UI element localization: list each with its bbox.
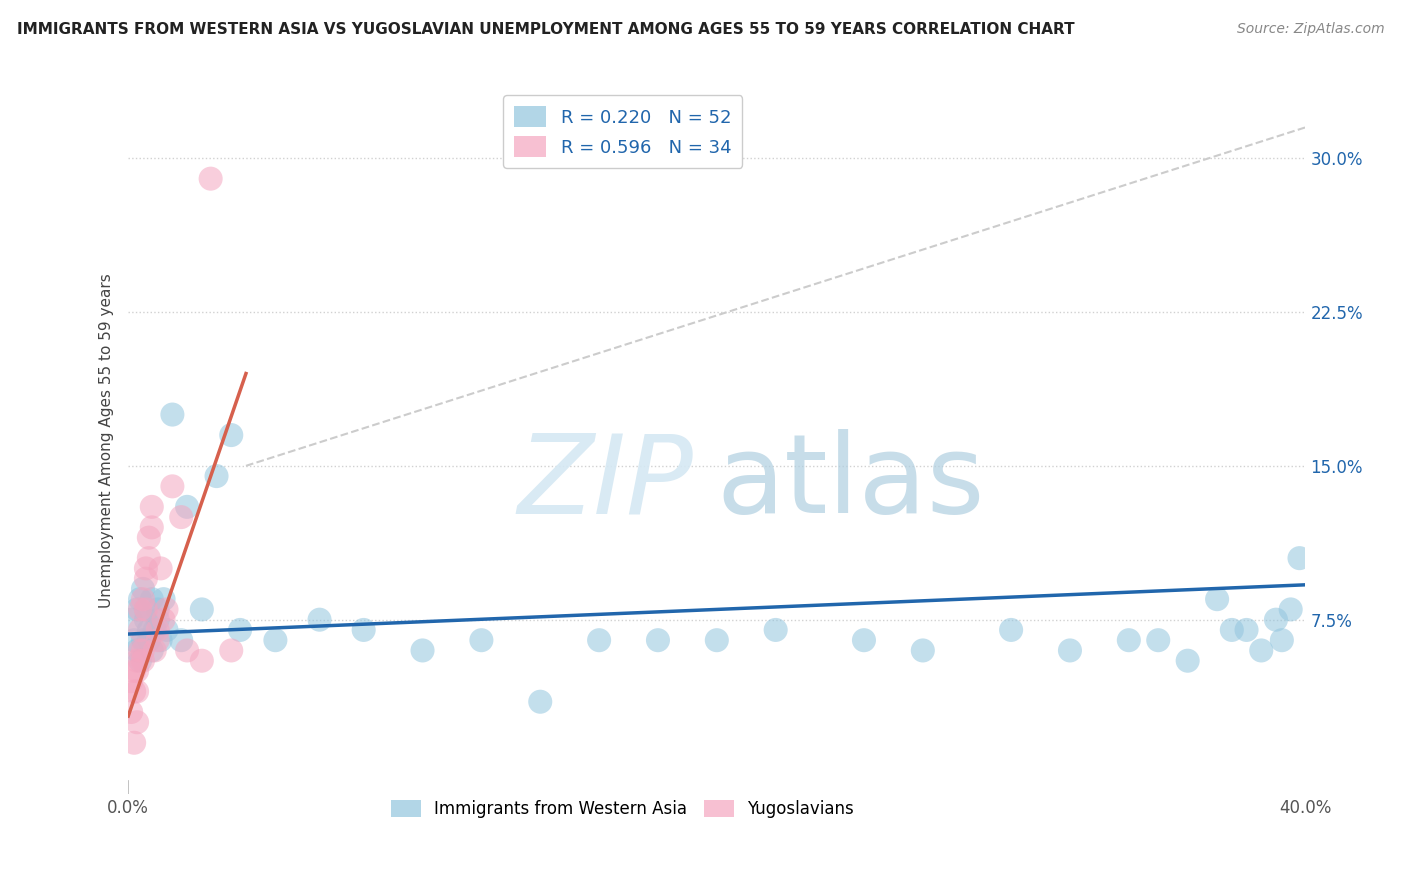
Point — [141, 592, 163, 607]
Point — [308, 613, 330, 627]
Point — [1250, 643, 1272, 657]
Point — [138, 531, 160, 545]
Point — [132, 633, 155, 648]
Point — [129, 643, 152, 657]
Point — [1288, 551, 1310, 566]
Point — [152, 592, 174, 607]
Point — [129, 602, 152, 616]
Point — [141, 643, 163, 657]
Point — [155, 623, 177, 637]
Point — [1059, 643, 1081, 657]
Point — [264, 633, 287, 648]
Point — [1118, 633, 1140, 648]
Point — [141, 500, 163, 514]
Point — [125, 602, 148, 616]
Point — [162, 479, 184, 493]
Point — [176, 643, 198, 657]
Point — [132, 592, 155, 607]
Point — [529, 695, 551, 709]
Point — [1000, 623, 1022, 637]
Point — [135, 613, 157, 627]
Point — [200, 171, 222, 186]
Point — [706, 633, 728, 648]
Point — [152, 613, 174, 627]
Point — [122, 736, 145, 750]
Point — [1147, 633, 1170, 648]
Point — [170, 510, 193, 524]
Point — [911, 643, 934, 657]
Point — [120, 674, 142, 689]
Text: ZIP: ZIP — [517, 429, 693, 536]
Point — [135, 572, 157, 586]
Point — [1236, 623, 1258, 637]
Point — [135, 602, 157, 616]
Point — [132, 654, 155, 668]
Point — [135, 602, 157, 616]
Point — [149, 561, 172, 575]
Text: atlas: atlas — [717, 429, 986, 536]
Point — [219, 643, 242, 657]
Point — [176, 500, 198, 514]
Point — [129, 654, 152, 668]
Point — [205, 469, 228, 483]
Point — [125, 684, 148, 698]
Point — [852, 633, 875, 648]
Point — [120, 613, 142, 627]
Text: Source: ZipAtlas.com: Source: ZipAtlas.com — [1237, 22, 1385, 37]
Legend: Immigrants from Western Asia, Yugoslavians: Immigrants from Western Asia, Yugoslavia… — [384, 793, 860, 824]
Point — [125, 664, 148, 678]
Point — [149, 633, 172, 648]
Point — [129, 623, 152, 637]
Point — [1279, 602, 1302, 616]
Point — [588, 633, 610, 648]
Point — [138, 623, 160, 637]
Point — [143, 623, 166, 637]
Point — [125, 715, 148, 730]
Point — [353, 623, 375, 637]
Point — [122, 684, 145, 698]
Point — [1220, 623, 1243, 637]
Point — [125, 654, 148, 668]
Point — [146, 613, 169, 627]
Point — [1177, 654, 1199, 668]
Point — [146, 602, 169, 616]
Point — [132, 582, 155, 596]
Point — [122, 664, 145, 678]
Point — [122, 633, 145, 648]
Point — [191, 602, 214, 616]
Point — [135, 561, 157, 575]
Point — [143, 643, 166, 657]
Y-axis label: Unemployment Among Ages 55 to 59 years: Unemployment Among Ages 55 to 59 years — [100, 273, 114, 607]
Point — [155, 602, 177, 616]
Point — [141, 520, 163, 534]
Point — [125, 643, 148, 657]
Point — [138, 633, 160, 648]
Point — [412, 643, 434, 657]
Text: IMMIGRANTS FROM WESTERN ASIA VS YUGOSLAVIAN UNEMPLOYMENT AMONG AGES 55 TO 59 YEA: IMMIGRANTS FROM WESTERN ASIA VS YUGOSLAV… — [17, 22, 1074, 37]
Point — [229, 623, 252, 637]
Point — [132, 643, 155, 657]
Point — [146, 633, 169, 648]
Point — [129, 592, 152, 607]
Point — [138, 551, 160, 566]
Point — [1206, 592, 1229, 607]
Point — [219, 428, 242, 442]
Point — [1271, 633, 1294, 648]
Point — [765, 623, 787, 637]
Point — [146, 623, 169, 637]
Point — [120, 705, 142, 719]
Point — [470, 633, 492, 648]
Point — [1265, 613, 1288, 627]
Point — [162, 408, 184, 422]
Point — [191, 654, 214, 668]
Point — [170, 633, 193, 648]
Point — [647, 633, 669, 648]
